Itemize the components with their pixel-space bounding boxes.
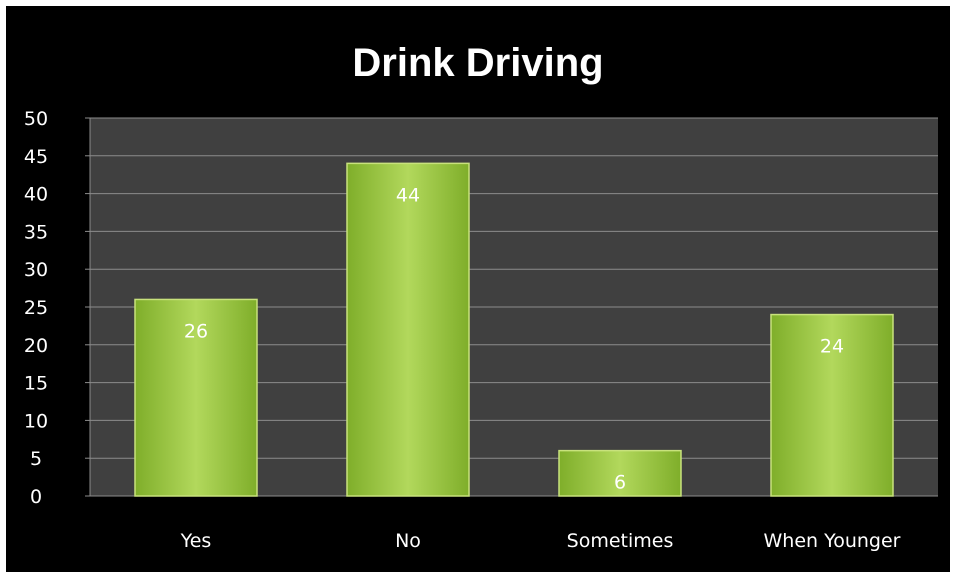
y-tick-label: 20: [24, 335, 48, 357]
chart-title: Drink Driving: [352, 41, 603, 85]
y-tick-label: 0: [30, 486, 42, 508]
x-category-label: Yes: [180, 530, 212, 552]
y-tick-label: 30: [24, 259, 48, 281]
chart-area: Drink Driving 0 5 10 15 20 25 30 35 40 45 50 26 44 6…: [6, 6, 950, 572]
bar-value-label: 24: [820, 336, 844, 358]
y-tick-label: 35: [24, 221, 48, 243]
bar: [134, 298, 258, 497]
x-axis: Yes No Sometimes When Younger: [180, 530, 901, 552]
bars: 26 44 6 24: [134, 162, 894, 497]
y-tick-label: 25: [24, 297, 48, 319]
y-tick-label: 50: [24, 108, 48, 130]
y-tick-label: 5: [30, 448, 42, 470]
bar-value-label: 6: [614, 472, 626, 494]
x-category-label: Sometimes: [567, 530, 674, 552]
bar: [770, 313, 894, 497]
y-tick-label: 40: [24, 184, 48, 206]
y-tick-label: 10: [24, 410, 48, 432]
bar-chart: Drink Driving 0 5 10 15 20 25 30 35 40 45 50 26 44 6…: [24, 41, 938, 552]
bar-value-label: 44: [396, 184, 420, 206]
x-category-label: No: [395, 530, 421, 552]
y-tick-label: 45: [24, 146, 48, 168]
y-tick-label: 15: [24, 373, 48, 395]
bar-value-label: 26: [184, 320, 208, 342]
x-category-label: When Younger: [764, 530, 901, 552]
bar: [346, 162, 470, 497]
bar: [558, 449, 682, 497]
